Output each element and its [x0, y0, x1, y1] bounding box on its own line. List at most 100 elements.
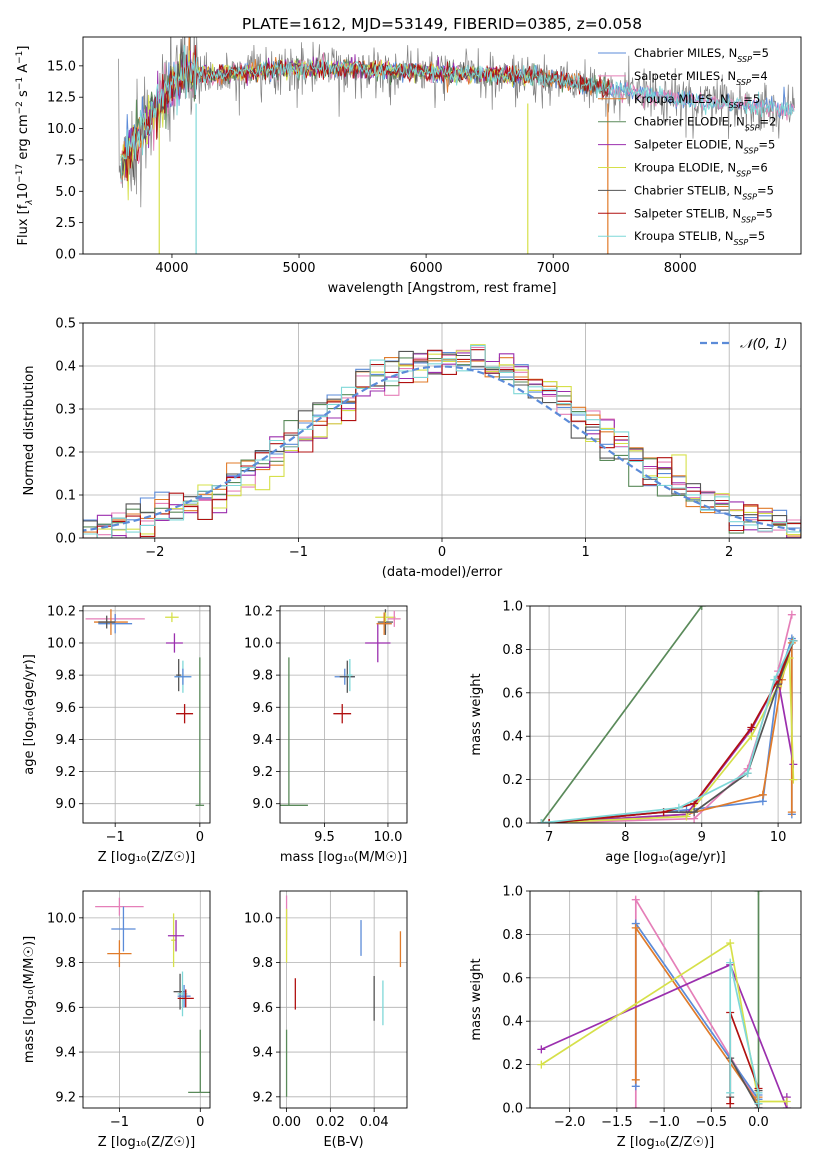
- legend-entry: Kroupa STELIB, NSSP=5: [634, 229, 765, 247]
- y-axis-label-part: −2: [15, 101, 25, 114]
- y-tick-label: 0.0: [55, 532, 76, 547]
- model-line-salpeter-stelib: [120, 44, 611, 182]
- legend-entry-suffix: =2: [760, 115, 777, 129]
- series-marker-kroupa-stelib: [726, 1088, 735, 1097]
- y-tick-label: 1.0: [502, 885, 523, 900]
- legend-entry-suffix: =5: [743, 92, 760, 106]
- y-tick-label: 0.6: [502, 686, 523, 701]
- y-axis-label-part: −1: [15, 51, 25, 64]
- series-line-kroupa-elodie: [540, 941, 787, 1103]
- axes-frame: [279, 605, 408, 824]
- series-marker-kroupa-elodie: [782, 1097, 791, 1106]
- y-tick-label: 0.2: [502, 1058, 523, 1073]
- y-tick-label: 9.2: [55, 1090, 76, 1105]
- mass-vs-Z-panel: −1 0 9.2 9.4 9.6 9.8 10.0 Z [log₁₀(Z/Z☉)] mass […: [22, 890, 211, 1150]
- series-marker-kroupa-elodie: [726, 939, 735, 948]
- y-tick-label: 0.4: [55, 360, 76, 375]
- legend-entry-name: Salpeter ELODIE, N: [634, 138, 744, 152]
- y-tick-label: 0.5: [55, 317, 76, 332]
- series-line-chabrier-elodie: [540, 606, 703, 823]
- x-tick-label: −1: [289, 545, 308, 560]
- legend-entry-name: Chabrier STELIB, N: [634, 183, 742, 197]
- series-marker-kroupa-stelib: [743, 769, 752, 778]
- y-tick-label: 9.4: [252, 1046, 273, 1061]
- spectrum-panel: PLATE=1612, MJD=53149, FIBERID=0385, z=0…: [15, 15, 802, 296]
- x-tick-label: 10.0: [373, 830, 402, 845]
- y-tick-label: 0.2: [502, 773, 523, 788]
- mass-vs-ebv-panel: 0.00 0.02 0.04 9.2 9.4 9.6 9.8 10.0 E(B-V): [244, 890, 408, 1150]
- y-tick-label: 9.8: [55, 956, 76, 971]
- plot-area: [537, 606, 798, 823]
- series-marker-kroupa-stelib: [537, 819, 546, 823]
- x-tick-label: 9: [698, 830, 706, 845]
- y-tick-label: 0.1: [55, 489, 76, 504]
- chart-title: PLATE=1612, MJD=53149, FIBERID=0385, z=0…: [242, 15, 642, 33]
- spectrum-legend: Chabrier MILES, NSSP=5 Salpeter MILES, N S…: [598, 46, 776, 247]
- y-tick-label: 15.0: [47, 59, 76, 74]
- y-tick-label: 7.5: [55, 153, 76, 168]
- series-marker-kroupa-stelib: [726, 958, 735, 967]
- x-axis-label: Z [log₁₀(Z/Z☉)]: [617, 1135, 714, 1150]
- y-tick-label: 9.8: [252, 956, 273, 971]
- y-axis-label: age [log₁₀(age/yr)]: [22, 654, 37, 775]
- y-axis-label-part: −17: [15, 164, 25, 183]
- series-line-chabrier-stelib: [729, 1054, 760, 1108]
- y-tick-label: 0.8: [502, 643, 523, 658]
- y-axis-label-part: s: [16, 90, 31, 101]
- y-tick-label: 9.2: [55, 765, 76, 780]
- x-tick-label: 0.00: [272, 1115, 301, 1130]
- series-marker-salpeter-miles: [787, 610, 796, 619]
- weight-vs-Z-panel: −2.0 −1.5 −1.0 −0.5 0.0 0.0 0.2 0.4 0.6 0.8 1.0 Z […: [469, 885, 802, 1150]
- legend-entry-name: Salpeter MILES, N: [634, 69, 736, 83]
- y-tick-label: 9.2: [252, 765, 273, 780]
- legend-entry-name: Chabrier ELODIE, N: [634, 115, 745, 129]
- legend-entry: Salpeter ELODIE, NSSP=5: [634, 138, 775, 156]
- x-tick-label: 1: [581, 545, 589, 560]
- plot-area: [285, 895, 402, 1097]
- y-tick-label: 9.8: [252, 669, 273, 684]
- x-tick-label: 0.04: [360, 1115, 389, 1130]
- y-axis-label-part: λ: [25, 199, 35, 205]
- y-tick-label: 9.4: [55, 1046, 76, 1061]
- y-tick-label: 0.0: [502, 817, 523, 832]
- x-tick-label: −0.5: [696, 1115, 728, 1130]
- legend-entry-sub: SSP: [741, 215, 756, 224]
- series-marker-kroupa-stelib: [789, 636, 798, 645]
- y-tick-label: 9.6: [55, 1001, 76, 1016]
- x-tick-label: −2.0: [554, 1115, 586, 1130]
- legend-entry-suffix: =6: [751, 161, 768, 175]
- legend-entry-sub: SSP: [742, 192, 757, 201]
- series-marker-salpeter-stelib: [545, 819, 554, 823]
- series-marker-kroupa-stelib: [754, 1088, 763, 1097]
- y-tick-label: 1.0: [502, 600, 523, 615]
- x-axis-label: mass [log₁₀(M/M☉)]: [280, 850, 407, 865]
- series-marker-kroupa-miles: [631, 1075, 640, 1084]
- legend-entry-sub: SSP: [729, 100, 744, 109]
- legend-entry: Chabrier MILES, NSSP=5: [634, 46, 769, 64]
- legend-entry-sub: SSP: [734, 238, 749, 247]
- x-axis-label: Z [log₁₀(Z/Z☉)]: [98, 1135, 195, 1150]
- axes-frame: [82, 605, 211, 824]
- y-axis-label: mass [log₁₀(M/M☉)]: [22, 936, 37, 1063]
- plot-area: [85, 609, 205, 806]
- model-line-kroupa-stelib: [120, 44, 795, 182]
- x-axis-label: Z [log₁₀(Z/Z☉)]: [98, 850, 195, 865]
- series-line-kroupa-miles: [634, 925, 760, 1107]
- x-tick-label: 0.02: [316, 1115, 345, 1130]
- x-tick-label: 6000: [410, 261, 443, 276]
- legend-entry-sub: SSP: [745, 123, 760, 132]
- y-tick-label: 10.2: [244, 604, 273, 619]
- y-tick-label: 10.0: [47, 911, 76, 926]
- y-tick-label: 9.6: [252, 1001, 273, 1016]
- y-tick-label: 9.6: [55, 701, 76, 716]
- series-line-kroupa-miles: [549, 642, 793, 823]
- normal-distribution-curve: [83, 365, 801, 532]
- series-marker-kroupa-elodie: [682, 812, 691, 821]
- x-axis-label: E(B-V): [323, 1135, 363, 1150]
- y-tick-label: 9.8: [55, 669, 76, 684]
- series-marker-chabrier-elodie: [754, 891, 763, 895]
- y-tick-label: 0.3: [55, 403, 76, 418]
- series-marker-kroupa-miles: [631, 923, 640, 932]
- legend-entry: 𝒩(0, 1): [740, 337, 787, 352]
